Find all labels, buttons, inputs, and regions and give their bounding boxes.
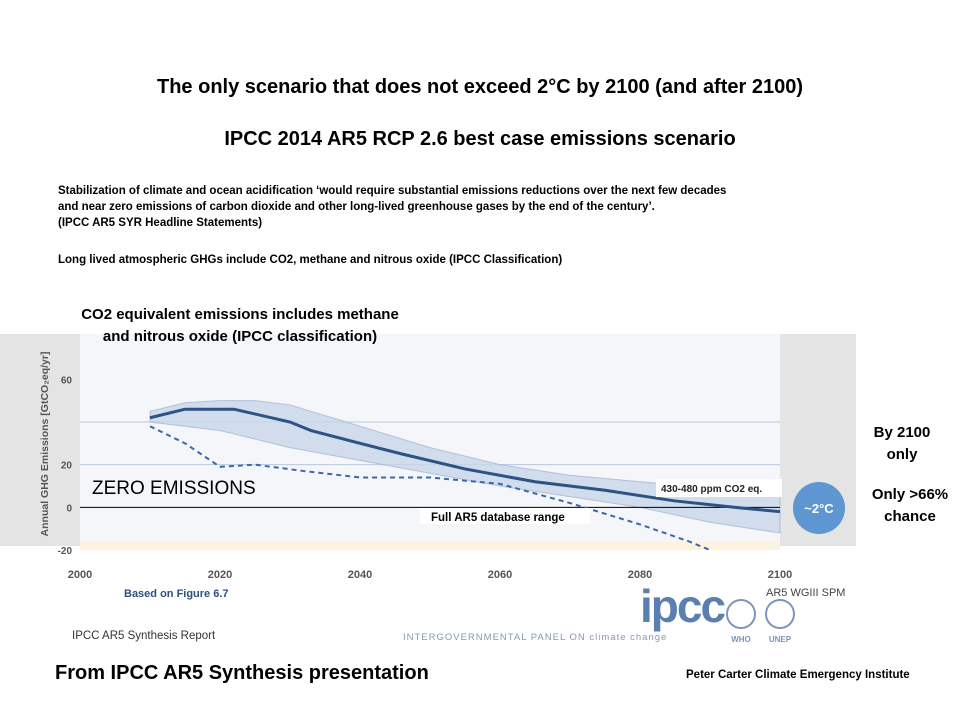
statement-line-3: (IPCC AR5 SYR Headline Statements) — [58, 217, 263, 229]
ipcc-full-name: INTERGOVERNMENTAL PANEL ON climate chang… — [403, 632, 667, 643]
database-range-label: Full AR5 database range — [431, 512, 565, 524]
x-tick-label: 2100 — [768, 569, 792, 581]
x-tick-label: 2000 — [68, 569, 92, 581]
ipcc-logo: ipcc — [640, 580, 725, 632]
chance-note: Only >66% chance — [858, 484, 960, 528]
spm-label: AR5 WGIII SPM — [766, 587, 845, 599]
dashed-scenario-line — [149, 425, 711, 551]
negative-zone — [80, 542, 780, 550]
x-tick-label: 2040 — [348, 569, 372, 581]
who-label: WHO — [731, 635, 751, 644]
y-tick-label: -20 — [58, 546, 73, 557]
statement-block: Stabilization of climate and ocean acidi… — [58, 183, 818, 231]
by-2100-line-2: only — [886, 446, 918, 463]
report-label: IPCC AR5 Synthesis Report — [72, 630, 216, 642]
y-axis-panel — [0, 334, 80, 546]
by-2100-note: By 2100 only — [850, 422, 954, 466]
ghg-note: Long lived atmospheric GHGs include CO2,… — [58, 254, 563, 266]
rcp26-median-line — [149, 407, 781, 514]
footer-source: From IPCC AR5 Synthesis presentation — [55, 662, 429, 684]
y-tick-label: 20 — [61, 461, 73, 472]
statement-line-1: Stabilization of climate and ocean acidi… — [58, 185, 727, 197]
unep-emblem-icon — [765, 599, 795, 629]
concentration-label-bg — [656, 479, 782, 497]
y-tick-label: 0 — [66, 503, 72, 514]
temperature-badge — [793, 482, 845, 534]
x-tick-label: 2080 — [628, 569, 652, 581]
y-axis-label: Annual GHG Emissions [GtCO₂eq/yr] — [39, 352, 51, 537]
chance-line-2: chance — [884, 508, 936, 525]
based-on-label: Based on Figure 6.7 — [124, 588, 229, 600]
chart-heading-line-2: and nitrous oxide (IPCC classification) — [102, 328, 378, 345]
chart-heading-line-1: CO2 equivalent emissions includes methan… — [81, 306, 399, 323]
unep-label: UNEP — [769, 635, 792, 644]
concentration-label: 430-480 ppm CO2 eq. — [661, 484, 762, 495]
x-tick-label: 2060 — [488, 569, 512, 581]
page-title: The only scenario that does not exceed 2… — [157, 76, 803, 98]
page-subtitle: IPCC 2014 AR5 RCP 2.6 best case emission… — [224, 128, 736, 150]
by-2100-line-1: By 2100 — [873, 424, 931, 441]
chart-heading: CO2 equivalent emissions includes methan… — [60, 304, 420, 348]
x-tick-label: 2020 — [208, 569, 232, 581]
y-tick-label: 60 — [61, 375, 73, 386]
temperature-badge-label: ~2°C — [804, 501, 834, 516]
footer-credit: Peter Carter Climate Emergency Institute — [686, 669, 910, 681]
who-emblem-icon — [726, 599, 756, 629]
database-label-bg — [420, 508, 590, 524]
statement-line-2: and near zero emissions of carbon dioxid… — [58, 201, 655, 213]
emissions-chart: Annual GHG Emissions [GtCO₂eq/yr]-200206… — [0, 334, 856, 644]
zero-emissions-label: ZERO EMISSIONS — [92, 478, 256, 499]
database-range-band — [149, 400, 781, 534]
chance-line-1: Only >66% — [871, 486, 949, 503]
